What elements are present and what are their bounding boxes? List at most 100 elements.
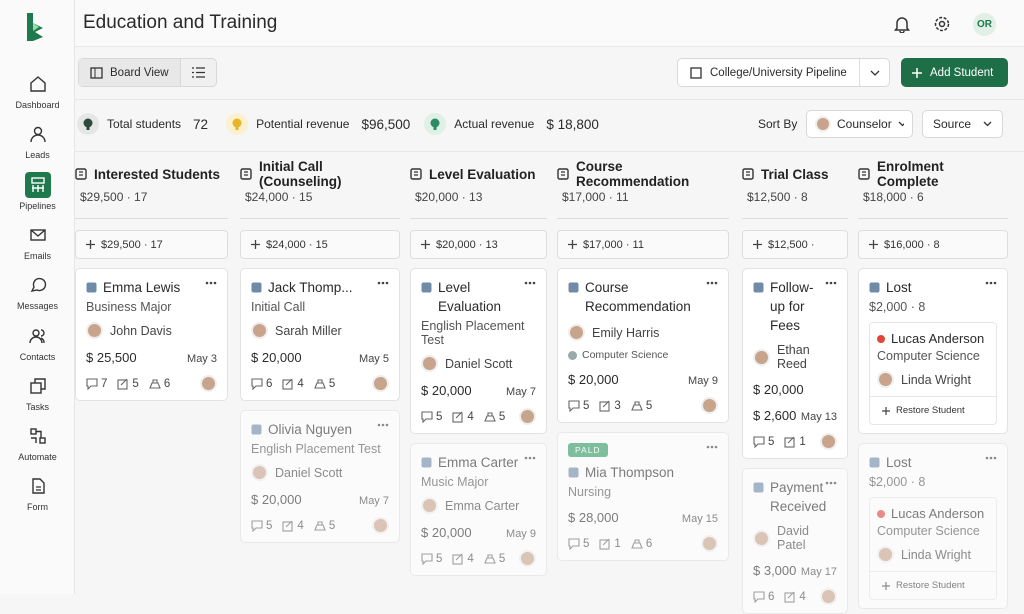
count: 5 [753, 436, 774, 448]
icon [753, 590, 765, 603]
card-amount: $ 3,000 [753, 563, 797, 578]
count-value: 6 [645, 537, 653, 550]
column-summary: $24,000 · 15 [245, 190, 313, 204]
card[interactable]: Lost $2,000 · 8 Lucas Anderson Computer Sci… [858, 268, 1008, 434]
card-menu [985, 456, 997, 460]
nav-item[interactable]: Leads [0, 121, 75, 160]
count: 7 [86, 378, 107, 390]
notifications-icon[interactable] [893, 15, 911, 33]
nav-item[interactable]: Pipelines [0, 171, 75, 211]
icon [753, 435, 765, 448]
card-amount-row: $ 25,500 May 3 [86, 350, 217, 365]
card[interactable]: Lost $2,000 · 8 Lucas Anderson Computer Sci… [858, 443, 1008, 609]
card[interactable]: PALD Mia Thompson Nursing $ 28,000 May 15 5 1 6 [557, 432, 729, 561]
nav-item[interactable]: Automate [0, 423, 75, 462]
assignee-avatar [753, 529, 770, 547]
restore-button[interactable]: Restore Student [870, 396, 996, 424]
nav-item[interactable]: Form [0, 473, 75, 512]
pipeline-select[interactable]: College/University Pipeline [677, 58, 890, 87]
add-card-row[interactable]: $12,500 · [742, 230, 848, 259]
stat: Total students 72 [77, 113, 208, 135]
assignee-avatar [251, 464, 268, 481]
icon [282, 378, 293, 390]
assignee: Ethan Reed [753, 343, 837, 371]
count-value: 6 [163, 377, 171, 390]
list-view-button[interactable] [181, 67, 216, 78]
nav-label: Automate [18, 452, 57, 463]
card-amount: $ 20,000 [251, 350, 302, 365]
card[interactable]: Course Recommendation Emily Harris Compute… [557, 268, 729, 423]
user-avatar[interactable]: OR [973, 13, 996, 36]
card-date: May 7 [506, 386, 536, 398]
nav-item[interactable]: Emails [0, 222, 75, 261]
add-card-row[interactable]: $17,000 · 11 [557, 230, 729, 259]
add-card-row[interactable]: $24,000 · 15 [240, 230, 400, 259]
card-subtitle: Nursing [568, 485, 612, 499]
assignee-name: David Patel [777, 524, 809, 552]
icon [29, 378, 46, 394]
card-date: May 7 [359, 495, 389, 507]
nav-item[interactable]: Contacts [0, 323, 75, 362]
card-amount-row: $ 20,000 May 7 [251, 492, 389, 507]
assignee-name: Emily Harris [592, 325, 660, 340]
stat-label: Potential revenue [256, 117, 350, 131]
icon [869, 457, 880, 468]
owner-avatar [701, 397, 718, 414]
card[interactable]: Payment Received David Patel $ 3,000 May 17… [742, 468, 848, 614]
card-menu [377, 281, 389, 285]
restore-button[interactable]: Restore Student [870, 571, 996, 599]
board-view-button[interactable]: Board View [79, 59, 181, 86]
nav-label: Pipelines [19, 200, 56, 211]
card[interactable]: Emma Lewis Business Major John Davis $ 25,5… [75, 268, 228, 401]
add-card-row[interactable]: $29,500 · 17 [75, 230, 228, 259]
nav-item[interactable]: Messages [0, 272, 75, 311]
card[interactable]: Level Evaluation English Placement Test Da… [410, 268, 547, 434]
nav-item[interactable]: Tasks [0, 373, 75, 412]
count: 3 [599, 400, 621, 412]
count-value: 7 [101, 377, 108, 390]
icon [410, 168, 422, 180]
nav-label: Dashboard [15, 100, 60, 110]
divider [75, 99, 1024, 100]
add-card-row[interactable]: $20,000 · 13 [410, 230, 547, 259]
card-amount-row: $ 20,000 May 5 [251, 350, 389, 365]
count: 6 [149, 378, 170, 390]
assignee-name: Sarah Miller [275, 323, 342, 338]
card-amount: $ 20,000 [568, 372, 619, 387]
settings-icon[interactable] [933, 15, 951, 33]
column-summary: $12,500 · 8 [747, 190, 808, 204]
card[interactable]: Jack Thomp... Initial Call Sarah Miller $ 2… [240, 268, 400, 401]
card-subtitle: Music Major [421, 475, 489, 489]
card-counts: 5 1 6 [568, 535, 718, 552]
add-card-row[interactable]: $16,000 · 8 [858, 230, 1008, 259]
card[interactable]: Follow-up for Fees Ethan Reed $ 20,000 $ 2,… [742, 268, 848, 459]
card-menu [825, 281, 837, 285]
divider [75, 151, 1024, 152]
counselor-filter[interactable]: Counselor [806, 110, 913, 138]
count-value: 5 [328, 519, 336, 532]
card-counts: 5 4 5 [421, 550, 536, 567]
source-filter[interactable]: Source [922, 110, 1003, 138]
card[interactable]: Emma Carter Music Major Emma Carter $ 20,00… [410, 443, 547, 576]
count-value: 5 [266, 519, 273, 532]
column: Initial Call (Counseling) $24,000 · 15 $24… [240, 159, 400, 543]
card-amount: $ 20,000 [753, 382, 804, 397]
count: 5 [314, 520, 335, 532]
card-title: Jack Thomp... [251, 278, 389, 297]
course-tag: Computer Science [568, 349, 718, 361]
nav-item[interactable]: Dashboard [0, 71, 75, 110]
card[interactable]: Olivia Nguyen English Placement Test Danie… [240, 410, 400, 543]
add-student-button[interactable]: Add Student [901, 58, 1008, 87]
add-card-label: $16,000 · 8 [884, 238, 940, 251]
column-title: Interested Students [94, 166, 221, 182]
card-amount: $ 20,000 [421, 383, 472, 398]
assignee-name: Ethan Reed [777, 343, 810, 371]
nav-icon [25, 121, 51, 147]
icon [568, 399, 580, 412]
add-card-label: $24,000 · 15 [266, 238, 328, 251]
icon [29, 76, 46, 92]
nav-label: Tasks [25, 401, 49, 412]
card-title: Lost [869, 453, 997, 472]
column-summary: $17,000 · 11 [562, 190, 629, 204]
